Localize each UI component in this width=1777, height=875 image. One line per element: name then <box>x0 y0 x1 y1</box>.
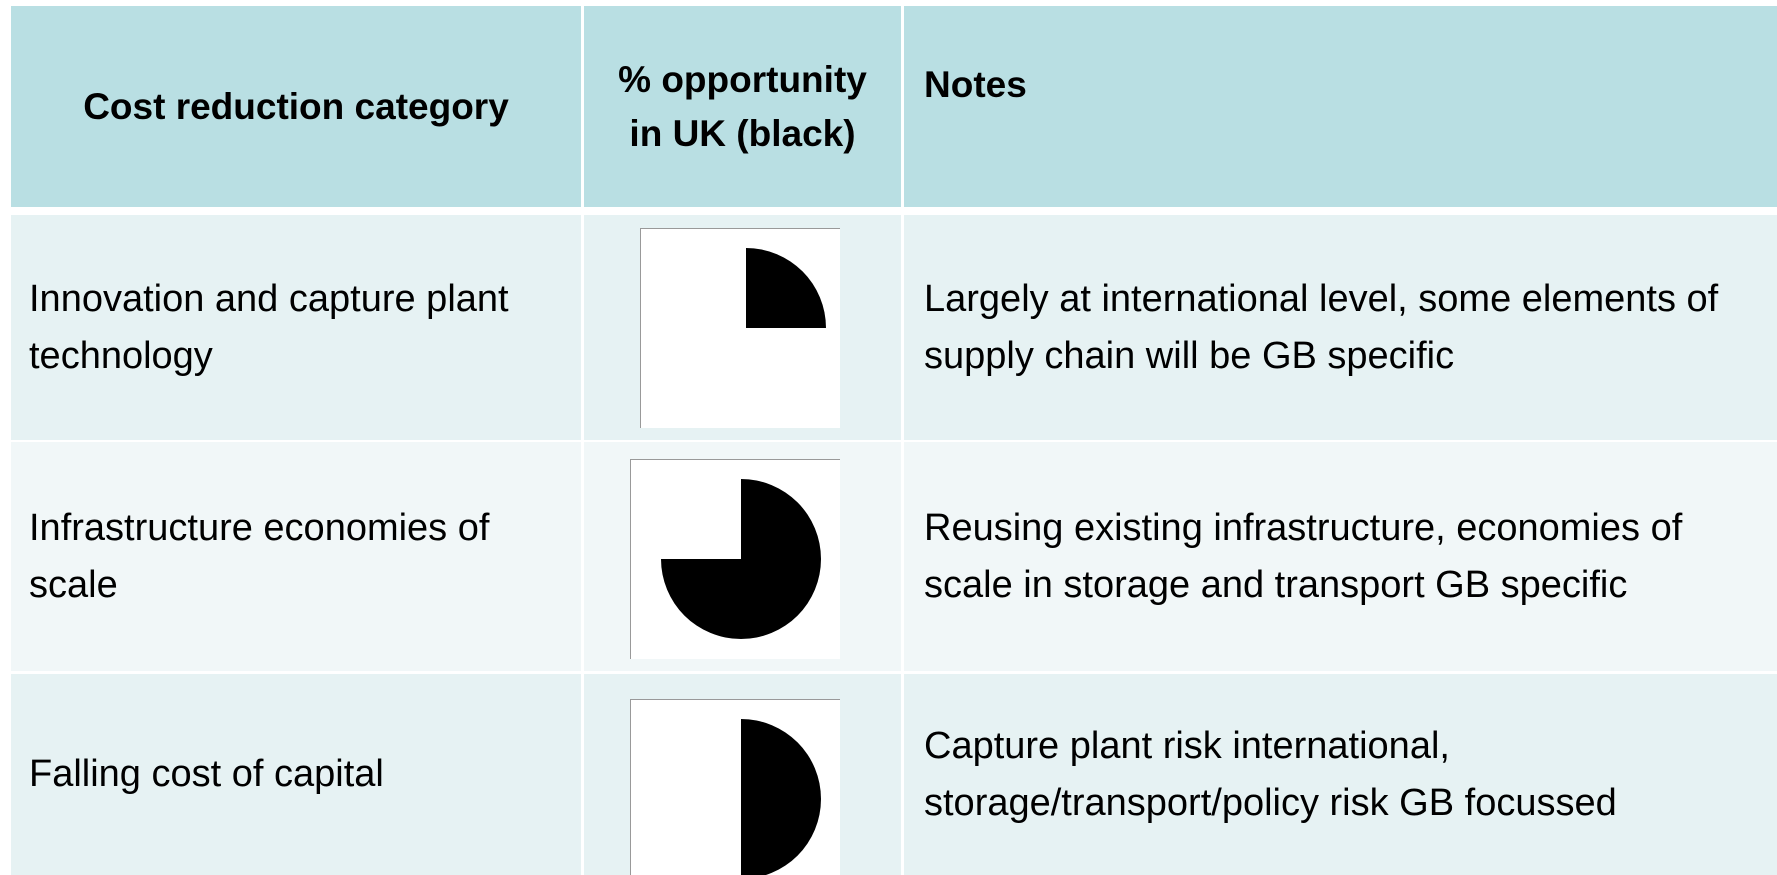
notes-cell: Largely at international level, some ele… <box>904 215 1777 440</box>
opportunity-sector <box>746 248 826 328</box>
harvey-ball <box>640 228 840 428</box>
ball-box <box>640 228 840 428</box>
category-cell: Falling cost of capital <box>11 674 581 875</box>
header-cell: Notes <box>904 6 1777 207</box>
harvey-ball <box>630 459 840 659</box>
notes-cell: Capture plant risk international, storag… <box>904 674 1777 875</box>
opportunity-sector <box>661 479 821 639</box>
header-cell: % opportunity in UK (black) <box>584 6 901 207</box>
harvey-ball <box>630 699 840 875</box>
notes-cell: Reusing existing infrastructure, economi… <box>904 442 1777 671</box>
category-cell: Infrastructure economies of scale <box>11 442 581 671</box>
category-cell: Innovation and capture plant technology <box>11 215 581 440</box>
opportunity-sector <box>741 719 821 875</box>
header-cell: Cost reduction category <box>11 6 581 207</box>
